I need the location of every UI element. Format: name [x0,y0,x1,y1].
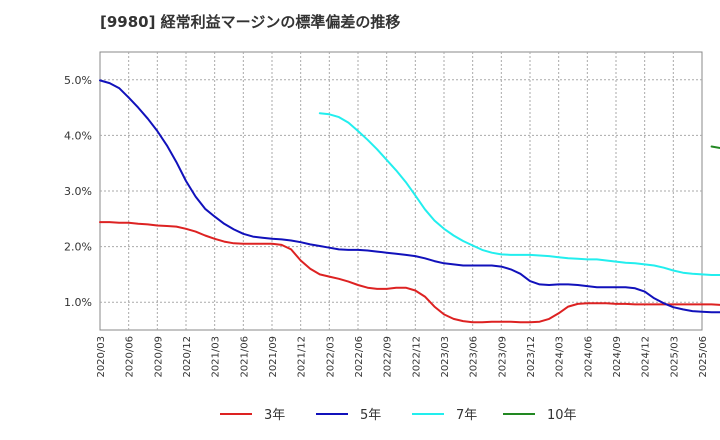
x-tick-label: 2020/03 [96,336,107,378]
series-lines [99,79,720,324]
y-tick-label: 4.0% [64,129,92,142]
x-tick-label: 2024/09 [612,336,623,378]
y-tick-label: 2.0% [64,241,92,254]
y-tick-label: 5.0% [64,74,92,87]
chart-title: [9980] 経常利益マージンの標準偏差の推移 [100,13,401,31]
x-tick-label: 2023/12 [526,336,537,378]
legend-label: 5年 [360,408,381,423]
x-tick-label: 2021/09 [268,336,279,378]
x-tick-label: 2022/06 [354,336,365,378]
x-tick-label: 2025/03 [669,336,680,378]
grid-lines [100,52,702,330]
y-axis-ticks: 1.0% 2.0% 3.0% 4.0% 5.0% [64,74,92,309]
x-tick-label: 2024/03 [555,336,566,378]
series-line [318,112,720,276]
y-tick-label: 1.0% [64,296,92,309]
legend-label: 7年 [456,408,477,423]
x-tick-label: 2020/09 [153,336,164,378]
series-line [99,221,720,324]
x-tick-label: 2024/06 [583,336,594,378]
x-tick-label: 2023/03 [440,336,451,378]
y-tick-label: 3.0% [64,185,92,198]
legend-label: 3年 [264,408,285,423]
x-tick-label: 2020/12 [182,336,193,378]
x-tick-label: 2022/12 [411,336,422,378]
x-tick-label: 2022/09 [383,336,394,378]
x-tick-label: 2023/09 [497,336,508,378]
legend: 3年 5年 7年 10年 [220,408,577,423]
x-tick-label: 2021/03 [211,336,222,378]
series-line [710,145,720,150]
x-axis-ticks: 2020/03 2020/06 2020/09 2020/12 2021/03 2021/… [96,336,709,378]
x-tick-label: 2023/06 [469,336,480,378]
x-tick-label: 2024/12 [641,336,652,378]
x-tick-label: 2022/03 [325,336,336,378]
x-tick-label: 2021/12 [297,336,308,378]
series-line [99,79,720,314]
legend-label: 10年 [547,408,577,423]
x-tick-label: 2021/06 [239,336,250,378]
x-tick-label: 2025/06 [698,336,709,378]
x-tick-label: 2020/06 [125,336,136,378]
